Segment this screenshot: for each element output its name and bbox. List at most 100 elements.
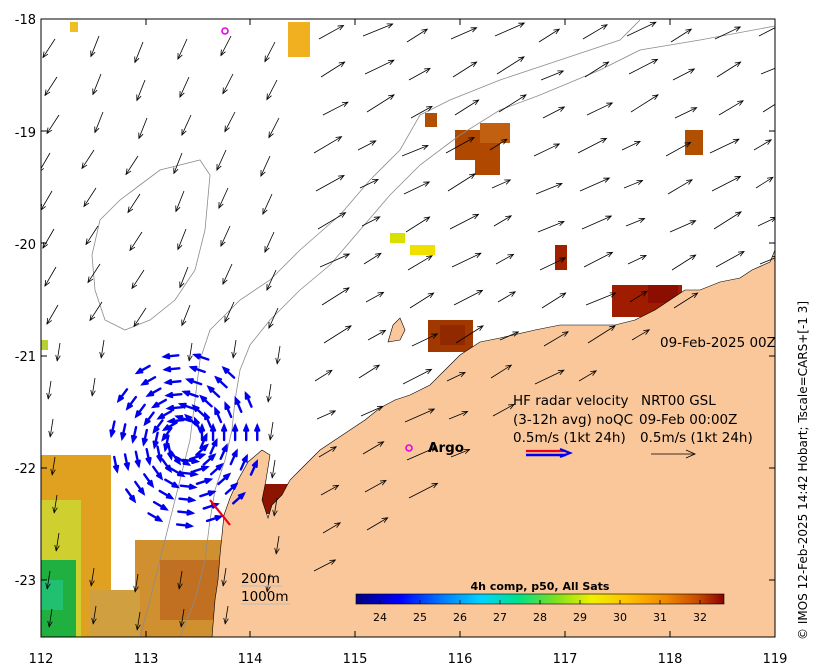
- hf-arrow: [164, 391, 183, 399]
- model-arrow: [623, 179, 644, 189]
- colorbar-tick-label: 31: [653, 611, 667, 624]
- model-arrow: [630, 94, 659, 113]
- model-arrow: [216, 149, 227, 171]
- hf-arrow: [125, 488, 137, 504]
- hf-arrow: [134, 480, 146, 496]
- hf-arrow: [145, 448, 152, 466]
- model-arrow: [489, 138, 508, 151]
- model-arrow: [366, 94, 395, 113]
- model-arrow: [365, 291, 385, 303]
- model-arrow: [402, 368, 433, 385]
- model-arrow: [493, 215, 513, 227]
- model-arrow: [319, 253, 351, 268]
- model-arrow: [364, 59, 395, 75]
- model-arrow: [582, 24, 608, 40]
- hf-arrow: [145, 387, 162, 397]
- y-axis-labels: -18 -19 -20 -21 -22 -23: [15, 13, 36, 589]
- model-arrow: [42, 228, 55, 249]
- model-arrow: [187, 342, 193, 362]
- contour-1000-label: 1000m: [241, 589, 289, 605]
- model-arrow: [323, 325, 352, 344]
- model-arrow: [92, 73, 102, 96]
- model-arrow: [543, 331, 569, 347]
- model-arrow: [264, 231, 275, 253]
- hf-arrow: [175, 522, 195, 529]
- model-velocity-arrows: [41, 21, 775, 631]
- model-arrow: [406, 446, 438, 461]
- model-arrow: [498, 94, 527, 113]
- model-arrow: [408, 67, 431, 81]
- model-arrow: [538, 28, 561, 43]
- colorbar-title: 4h comp, p50, All Sats: [471, 580, 610, 593]
- model-arrow: [631, 329, 651, 341]
- model-arrow: [131, 269, 145, 290]
- model-arrow: [133, 307, 147, 328]
- hf-arrow: [192, 465, 210, 473]
- model-arrow: [499, 331, 520, 341]
- hf-arrow: [152, 419, 164, 435]
- hf-arrow: [165, 404, 184, 412]
- hf-arrow: [162, 366, 181, 373]
- model-arrow: [224, 111, 236, 133]
- model-arrow: [91, 605, 97, 625]
- model-arrow: [542, 106, 566, 119]
- model-arrow: [318, 446, 338, 458]
- model-arrow: [270, 459, 276, 479]
- colorbar-tick-label: 28: [533, 611, 547, 624]
- hf-arrow: [147, 512, 164, 522]
- model-arrow: [313, 136, 343, 154]
- hf-arrow: [109, 420, 116, 439]
- model-arrow: [85, 225, 99, 246]
- credit-label: © IMOS 12-Feb-2025 14:42 Hobart; Tscale=…: [796, 300, 810, 640]
- hf-arrow: [221, 366, 236, 379]
- model-arrow: [452, 61, 478, 78]
- model-arrow: [586, 102, 614, 116]
- hf-arrow: [199, 490, 217, 498]
- model-arrow: [450, 27, 478, 40]
- model-arrow: [224, 301, 235, 323]
- lon-tick-label: 118: [658, 652, 683, 667]
- model-arrow: [46, 304, 59, 325]
- model-arrow: [448, 410, 469, 420]
- model-arrow: [628, 58, 659, 75]
- hf-arrow: [169, 467, 186, 478]
- model-arrow: [314, 369, 333, 382]
- hf-arrow: [177, 509, 196, 516]
- model-arrow: [360, 405, 384, 417]
- model-arrow: [673, 292, 699, 309]
- model-arrow: [454, 99, 480, 116]
- hf-arrow: [178, 496, 197, 503]
- hf-arrow: [150, 398, 168, 409]
- hf-arrow: [220, 422, 228, 442]
- model-arrow: [177, 228, 187, 251]
- hf-arrow: [205, 515, 224, 523]
- hf-arrow: [113, 455, 120, 474]
- model-arrow: [42, 38, 56, 59]
- model-arrow: [713, 211, 742, 230]
- model-arrow: [127, 193, 141, 214]
- model-arrow: [46, 380, 52, 400]
- hf-arrow: [181, 390, 199, 398]
- model-arrow: [313, 559, 337, 572]
- model-arrow: [403, 181, 431, 195]
- model-arrow: [363, 252, 382, 265]
- hf-radar-arrows: [109, 353, 261, 529]
- red-hf-arrow: [209, 499, 231, 526]
- model-arrow: [89, 567, 95, 587]
- model-arrow: [490, 364, 513, 379]
- hf-arrow: [188, 365, 206, 374]
- lat-tick-label: -19: [15, 126, 36, 141]
- hf-arrow: [232, 491, 246, 505]
- model-arrow: [579, 177, 611, 192]
- model-arrow: [670, 28, 693, 43]
- colorbar-tick-label: 29: [573, 611, 587, 624]
- model-arrow: [44, 76, 58, 97]
- model-arrow: [272, 497, 278, 517]
- hf-legend-avg: (3-12h avg) noQC: [513, 412, 633, 428]
- model-arrow: [366, 517, 389, 531]
- model-arrow: [54, 532, 60, 552]
- plot-frame: [40, 18, 776, 638]
- hf-arrow: [254, 422, 261, 442]
- model-arrow: [405, 216, 431, 233]
- hf-arrow: [140, 376, 157, 386]
